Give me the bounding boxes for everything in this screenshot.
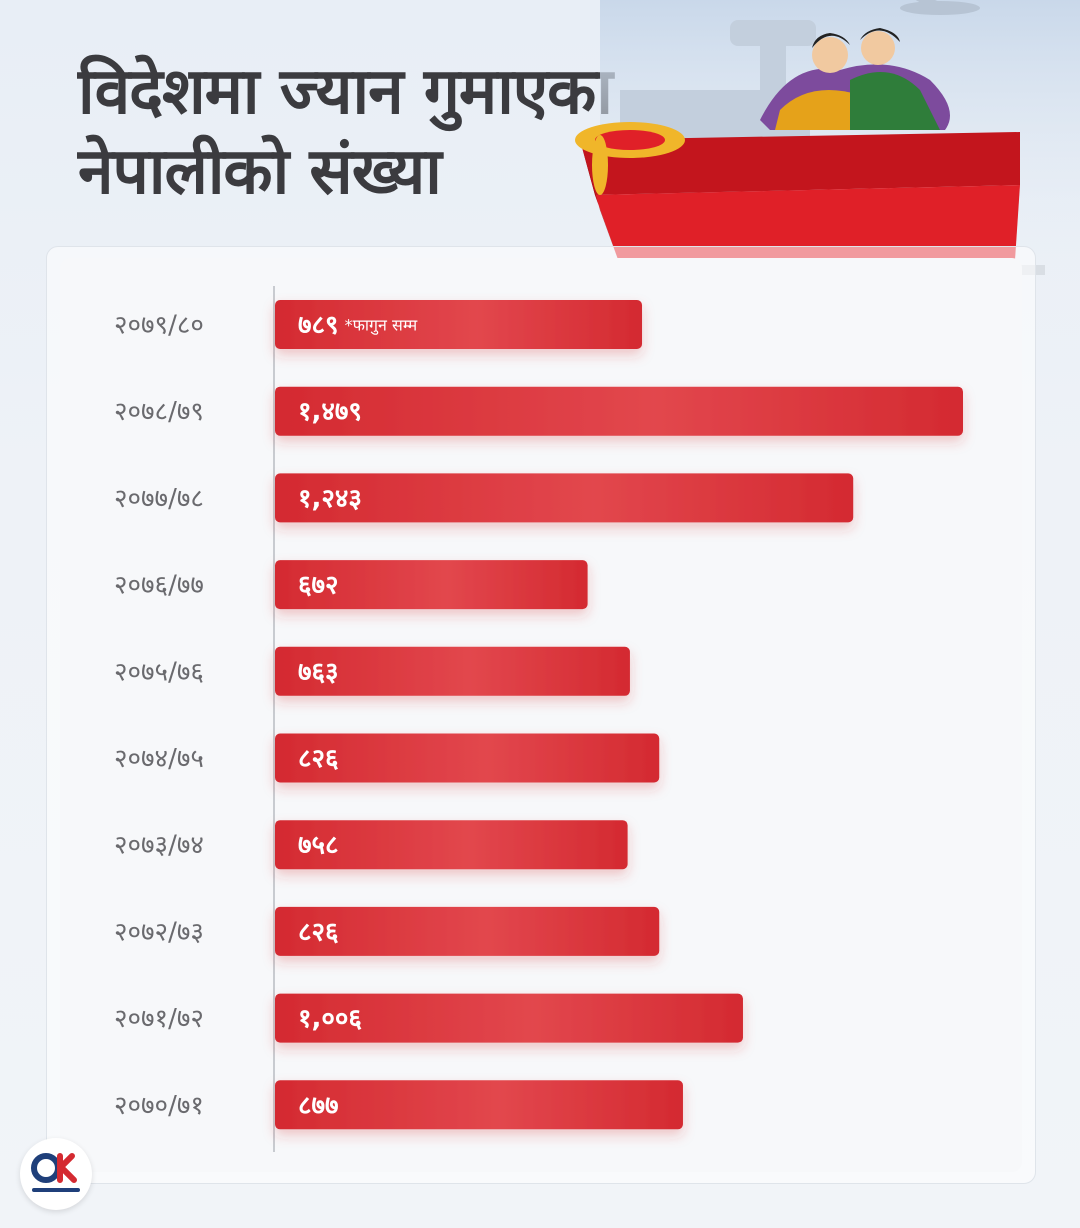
bar-chart: २०७९/८० ७८९ *फागुन सम्म २०७८/७९ १,४७९ २०७७/७८… (114, 286, 963, 1152)
garland-icon (575, 122, 685, 195)
value-label: १,४७९ (298, 397, 362, 427)
annotation-label: *फागुन सम्म (345, 316, 418, 336)
bar (275, 560, 588, 610)
value-label: ७६३ (298, 657, 339, 687)
bar (275, 300, 643, 349)
category-label: २०७९/८० (114, 311, 204, 341)
category-label: २०७३/७४ (114, 831, 204, 861)
value-label: ८२६ (298, 744, 339, 774)
bar (275, 386, 963, 436)
onlinekhabar-logo (20, 1138, 92, 1210)
value-label: ६७२ (298, 571, 339, 601)
airplane-icon (900, 0, 980, 15)
value-label: ८७७ (298, 1091, 339, 1121)
value-label: १,२४३ (298, 484, 362, 514)
mourning-illustration (575, 0, 1080, 275)
bar (275, 1080, 683, 1130)
category-label: २०७६/७७ (114, 571, 204, 601)
value-label: १,००६ (298, 1004, 362, 1034)
category-label: २०७२/७३ (114, 917, 204, 947)
bar (275, 993, 743, 1043)
category-label: २०७८/७९ (114, 397, 204, 427)
bar (275, 473, 854, 523)
bar (275, 733, 660, 783)
mourners-figure (760, 28, 950, 130)
category-label: २०७०/७१ (114, 1091, 204, 1121)
title-line-2: नेपालीको संख्या (78, 135, 442, 209)
category-label: २०७५/७६ (114, 657, 204, 687)
page-title: विदेशमा ज्यान गुमाएका नेपालीको संख्या (78, 52, 613, 212)
bar (275, 820, 628, 870)
value-label: ७५८ (298, 831, 339, 861)
value-label: ७८९ (298, 311, 339, 341)
bar (275, 646, 630, 696)
category-label: २०७४/७५ (114, 744, 204, 774)
category-label: २०७७/७८ (114, 484, 204, 514)
category-label: २०७१/७२ (114, 1004, 204, 1034)
chart-card: २०७९/८० ७८९ *फागुन सम्म २०७८/७९ १,४७९ २०७७/७८… (60, 258, 1022, 1172)
bar (275, 906, 660, 956)
value-label: ८२६ (298, 917, 339, 947)
title-line-1: विदेशमा ज्यान गुमाएका (78, 55, 613, 129)
